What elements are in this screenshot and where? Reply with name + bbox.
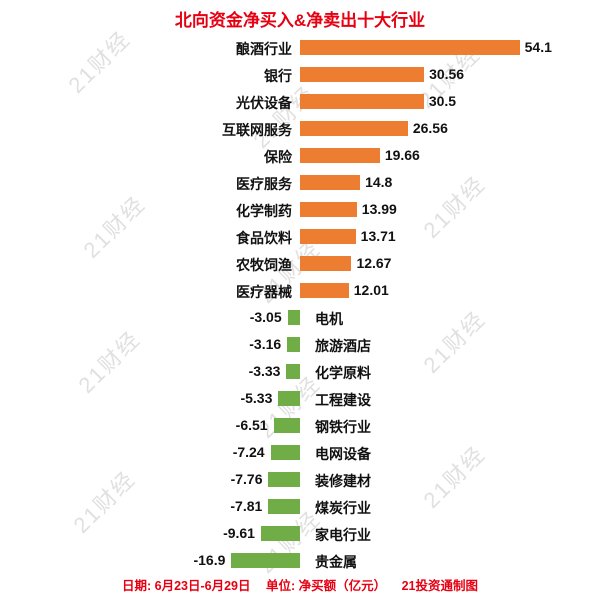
chart-title: 北向资金净买入&净卖出十大行业 xyxy=(174,11,426,30)
category-label: 保险 xyxy=(264,149,292,165)
category-label: 煤炭行业 xyxy=(315,500,371,516)
bar-row: 酿酒行业 54.1 xyxy=(0,34,600,61)
positive-bar xyxy=(300,40,520,55)
category-label: 食品饮料 xyxy=(236,230,292,246)
negative-bar xyxy=(268,499,300,514)
category-label: 化学制药 xyxy=(236,203,292,219)
bar-row: 工程建设 -5.33 xyxy=(0,385,600,412)
positive-bar xyxy=(300,202,357,217)
value-label: -7.81 xyxy=(230,498,263,514)
bar-row: 化学原料 -3.33 xyxy=(0,358,600,385)
footer-credit: 21投资通制图 xyxy=(401,579,479,593)
value-label: 19.66 xyxy=(384,147,420,163)
category-label: 酿酒行业 xyxy=(236,41,292,57)
category-label: 旅游酒店 xyxy=(315,338,371,354)
bar-row: 医疗器械 12.01 xyxy=(0,277,600,304)
positive-bar xyxy=(300,94,424,109)
chart-area: 酿酒行业 54.1 银行 30.56 光伏设备 30.5 互联网服务 26.56 保险 19.66… xyxy=(0,34,600,574)
negative-bar xyxy=(286,364,300,379)
value-label: 26.56 xyxy=(412,120,448,136)
value-label: -6.51 xyxy=(235,417,268,433)
value-label: -7.76 xyxy=(230,471,263,487)
category-label: 装修建材 xyxy=(315,473,371,489)
footer-date: 日期: 6月23日-6月29日 xyxy=(121,579,251,593)
footer-unit: 单位: 净买额（亿元） xyxy=(265,579,387,593)
positive-bar xyxy=(300,256,352,271)
bar-row: 钢铁行业 -6.51 xyxy=(0,412,600,439)
bar-row: 农牧饲渔 12.67 xyxy=(0,250,600,277)
value-label: 30.56 xyxy=(429,66,465,82)
positive-bar xyxy=(300,283,349,298)
value-label: 12.01 xyxy=(353,282,389,298)
value-label: -3.33 xyxy=(248,363,281,379)
bar-row: 贵金属 -16.9 xyxy=(0,547,600,574)
value-label: 54.1 xyxy=(524,39,552,55)
positive-bar xyxy=(300,175,361,190)
bar-row: 光伏设备 30.5 xyxy=(0,88,600,115)
bar-row: 化学制药 13.99 xyxy=(0,196,600,223)
category-label: 光伏设备 xyxy=(236,95,292,111)
category-label: 电网设备 xyxy=(315,446,371,462)
bar-row: 保险 19.66 xyxy=(0,142,600,169)
value-label: 14.8 xyxy=(365,174,393,190)
value-label: -16.9 xyxy=(193,552,226,568)
category-label: 互联网服务 xyxy=(222,122,292,138)
bar-row: 旅游酒店 -3.16 xyxy=(0,331,600,358)
negative-bar xyxy=(260,526,300,541)
bar-row: 装修建材 -7.76 xyxy=(0,466,600,493)
positive-bar xyxy=(300,229,356,244)
negative-bar xyxy=(278,391,300,406)
negative-bar xyxy=(287,337,300,352)
negative-bar xyxy=(273,418,300,433)
category-label: 银行 xyxy=(264,68,292,84)
category-label: 家电行业 xyxy=(315,527,371,543)
bar-row: 煤炭行业 -7.81 xyxy=(0,493,600,520)
bar-row: 医疗服务 14.8 xyxy=(0,169,600,196)
bar-row: 电机 -3.05 xyxy=(0,304,600,331)
category-label: 钢铁行业 xyxy=(315,419,371,435)
category-label: 医疗器械 xyxy=(236,284,292,300)
positive-bar xyxy=(300,67,425,82)
category-label: 化学原料 xyxy=(315,365,371,381)
chart-footer: 日期: 6月23日-6月29日 单位: 净买额（亿元） 21投资通制图 xyxy=(0,575,600,594)
category-label: 农牧饲渔 xyxy=(236,257,292,273)
value-label: -3.16 xyxy=(249,336,282,352)
value-label: 30.5 xyxy=(428,93,457,109)
value-label: 12.67 xyxy=(356,255,392,271)
value-label: -3.05 xyxy=(249,309,282,325)
value-label: -5.33 xyxy=(240,390,273,406)
negative-bar xyxy=(231,553,300,568)
bar-row: 家电行业 -9.61 xyxy=(0,520,600,547)
bar-row: 电网设备 -7.24 xyxy=(0,439,600,466)
value-label: -7.24 xyxy=(232,444,265,460)
category-label: 电机 xyxy=(315,311,343,327)
bar-row: 食品饮料 13.71 xyxy=(0,223,600,250)
positive-bar xyxy=(300,121,408,136)
category-label: 贵金属 xyxy=(315,554,357,570)
negative-bar xyxy=(268,472,300,487)
negative-bar xyxy=(270,445,300,460)
positive-bar xyxy=(300,148,380,163)
category-label: 医疗服务 xyxy=(236,176,292,192)
category-label: 工程建设 xyxy=(315,392,371,408)
value-label: -9.61 xyxy=(223,525,255,541)
negative-bar xyxy=(287,310,300,325)
bar-row: 银行 30.56 xyxy=(0,61,600,88)
value-label: 13.71 xyxy=(360,228,396,244)
bar-row: 互联网服务 26.56 xyxy=(0,115,600,142)
value-label: 13.99 xyxy=(361,201,397,217)
